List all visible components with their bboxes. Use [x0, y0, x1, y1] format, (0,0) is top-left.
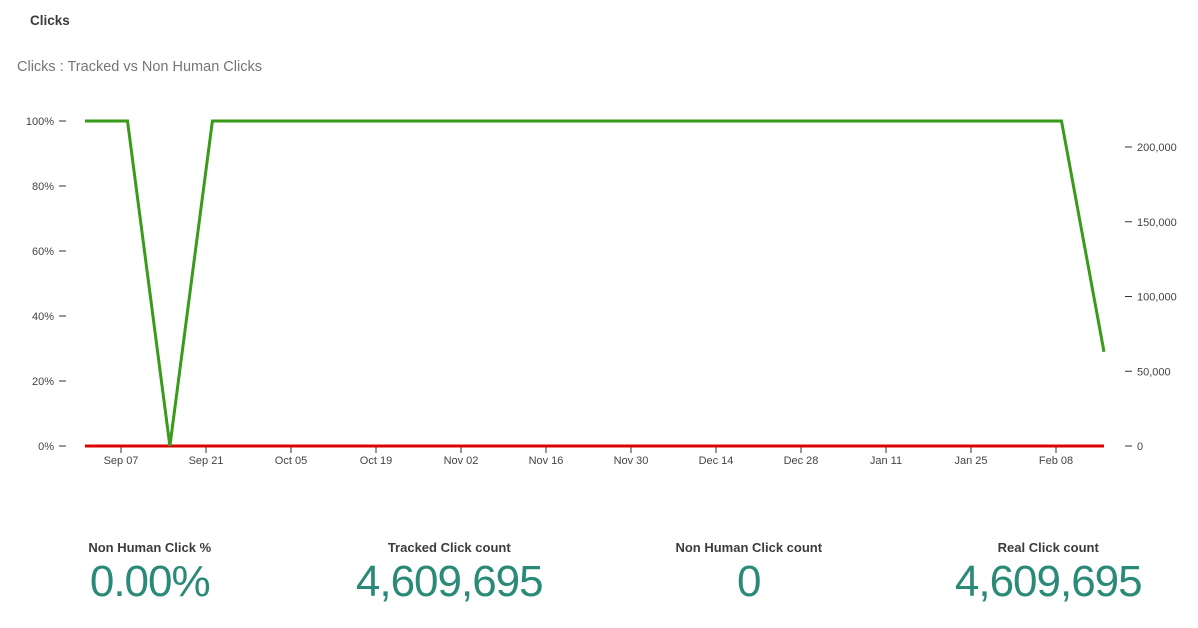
chart-subtitle: Clicks : Tracked vs Non Human Clicks: [17, 59, 262, 75]
page-title: Clicks: [30, 13, 70, 28]
right-axis-tick-label: 50,000: [1137, 366, 1171, 378]
stat-tracked-click-count: Tracked Click count 4,609,695: [300, 540, 600, 606]
x-axis-tick-label: Oct 05: [275, 455, 307, 467]
x-axis-tick-label: Jan 25: [954, 455, 987, 467]
x-axis-tick-label: Jan 11: [870, 455, 902, 467]
x-axis: Sep 07 Sep 21 Oct 05 Oct 19 Nov 02 Nov 16 Nov …: [104, 447, 1073, 467]
right-axis-tick-label: 100,000: [1137, 292, 1177, 304]
stat-label: Non Human Click %: [88, 540, 212, 555]
right-axis: 0 50,000 100,000 150,000 200,000: [1125, 142, 1177, 453]
left-axis: 0% 20% 40% 60% 80% 100%: [26, 116, 66, 453]
stats-row: Non Human Click % 0.00% Tracked Click co…: [0, 540, 1198, 606]
left-axis-tick-label: 100%: [26, 116, 54, 128]
left-axis-tick-label: 60%: [32, 246, 54, 258]
x-axis-tick-label: Oct 19: [360, 455, 392, 467]
x-axis-tick-label: Dec 14: [699, 455, 734, 467]
tracked-percent-line[interactable]: [85, 119, 1106, 447]
stat-value: 0: [737, 557, 761, 606]
x-axis-tick-label: Sep 07: [104, 455, 139, 467]
left-axis-tick-label: 80%: [32, 181, 54, 193]
stat-value: 0.00%: [89, 557, 211, 606]
x-axis-tick-label: Feb 08: [1039, 455, 1073, 467]
stat-value: 4,609,695: [954, 557, 1143, 606]
stat-label: Non Human Click count: [675, 540, 823, 555]
right-axis-tick-label: 150,000: [1137, 217, 1177, 229]
left-axis-tick-label: 0%: [38, 441, 54, 453]
right-axis-tick-label: 200,000: [1137, 142, 1177, 154]
x-axis-tick-label: Dec 28: [784, 455, 819, 467]
left-axis-tick-label: 40%: [32, 311, 54, 323]
stat-non-human-click-count: Non Human Click count 0: [599, 540, 899, 606]
x-axis-tick-label: Sep 21: [189, 455, 224, 467]
stat-non-human-click-percent: Non Human Click % 0.00%: [0, 540, 300, 606]
x-axis-tick-label: Nov 16: [529, 455, 564, 467]
x-axis-tick-label: Nov 30: [614, 455, 649, 467]
x-axis-tick-label: Nov 02: [444, 455, 479, 467]
left-axis-tick-label: 20%: [32, 376, 54, 388]
right-axis-tick-label: 0: [1137, 441, 1143, 453]
stat-value: 4,609,695: [355, 557, 544, 606]
stat-label: Tracked Click count: [387, 540, 511, 555]
stat-label: Real Click count: [997, 540, 1099, 555]
stat-real-click-count: Real Click count 4,609,695: [899, 540, 1198, 606]
